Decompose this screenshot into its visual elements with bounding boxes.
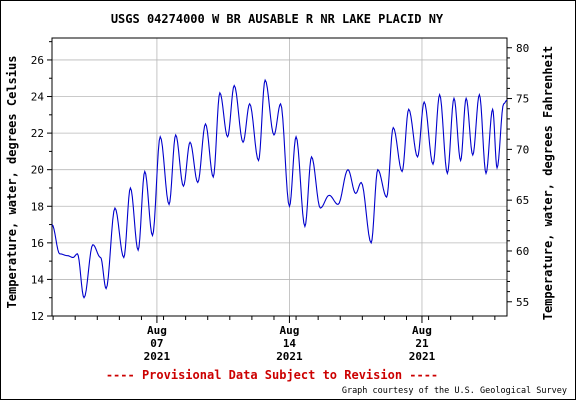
x-tick-label-year: 2021: [276, 350, 303, 363]
y-tick-label-right: 70: [516, 143, 529, 156]
right-axis: 55 60 65 70 75 80: [507, 42, 529, 309]
y-tick-label-right: 65: [516, 194, 529, 207]
temperature-series-line: [51, 78, 508, 299]
left-axis: 12 14 16 18 20 22 24 26: [31, 41, 52, 323]
x-tick-label-date: 21: [415, 337, 429, 350]
y-tick-label-left: 18: [31, 200, 44, 213]
x-tick-label-year: 2021: [409, 350, 436, 363]
y-tick-label-right: 55: [516, 296, 529, 309]
x-tick-label-month: Aug: [147, 324, 167, 337]
y-tick-label-left: 22: [31, 127, 44, 140]
usgs-credit: Graph courtesy of the U.S. Geological Su…: [342, 386, 567, 396]
y-tick-label-left: 14: [31, 273, 45, 286]
y-tick-label-left: 24: [31, 91, 45, 104]
y-tick-label-left: 26: [31, 54, 44, 67]
y-tick-label-left: 12: [31, 310, 44, 323]
x-tick-label-date: 07: [150, 337, 163, 350]
x-tick-label-year: 2021: [144, 350, 171, 363]
y-axis-right-label: Temperature, water, degrees Fahrenheit: [541, 46, 555, 321]
plot-area: [51, 37, 508, 317]
grid: [52, 38, 507, 317]
x-tick-label-month: Aug: [280, 324, 300, 337]
y-tick-label-right: 80: [516, 42, 529, 55]
chart-title: USGS 04274000 W BR AUSABLE R NR LAKE PLA…: [111, 12, 444, 26]
y-tick-label-right: 60: [516, 245, 529, 258]
y-axis-left-label: Temperature, water, degrees Celsius: [5, 56, 19, 309]
x-tick-label-date: 14: [283, 337, 297, 350]
x-tick-label-month: Aug: [412, 324, 432, 337]
y-tick-label-left: 16: [31, 237, 44, 250]
y-tick-label-left: 20: [31, 164, 44, 177]
y-tick-label-right: 75: [516, 93, 529, 106]
provisional-notice: ---- Provisional Data Subject to Revisio…: [106, 368, 438, 382]
